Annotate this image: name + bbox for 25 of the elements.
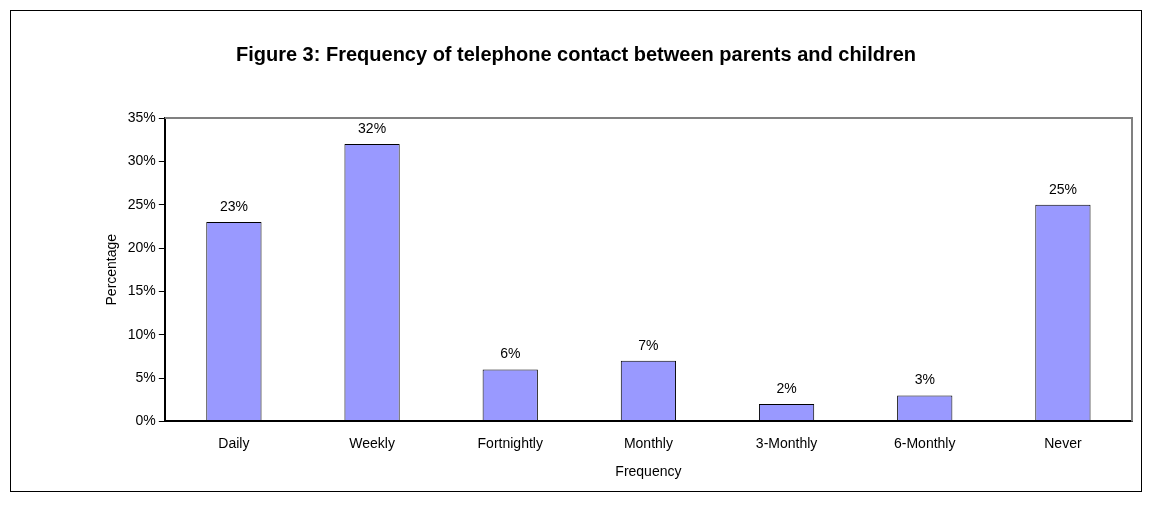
data-label: 32% (358, 119, 387, 136)
y-tick-label: 0% (135, 412, 156, 429)
data-label: 3% (914, 371, 935, 388)
x-axis-title: Frequency (615, 463, 682, 480)
y-axis-title: Percentage (103, 233, 120, 306)
y-tick-label: 30% (127, 152, 156, 169)
data-label: 6% (500, 345, 521, 362)
x-tick-label: 6-Monthly (894, 434, 956, 451)
y-tick-label: 10% (127, 325, 156, 342)
data-label: 23% (219, 197, 248, 214)
data-label: 25% (1048, 180, 1077, 197)
x-tick-label: Daily (218, 434, 250, 451)
y-tick-label: 25% (127, 195, 156, 212)
x-tick-label: 3-Monthly (755, 434, 818, 451)
chart-title: Figure 3: Frequency of telephone contact between parents and children (234, 43, 918, 66)
x-tick-label: Monthly (623, 434, 673, 451)
y-tick-label: 15% (127, 282, 156, 299)
data-label: 7% (638, 336, 659, 353)
x-tick-label: Fortnightly (477, 434, 543, 451)
y-tick-label: 20% (127, 238, 156, 255)
y-tick-label: 5% (135, 368, 156, 385)
data-label: 2% (776, 379, 797, 396)
y-tick-label: 35% (127, 108, 156, 125)
x-tick-label: Weekly (349, 434, 395, 451)
x-tick-label: Never (1044, 434, 1082, 451)
